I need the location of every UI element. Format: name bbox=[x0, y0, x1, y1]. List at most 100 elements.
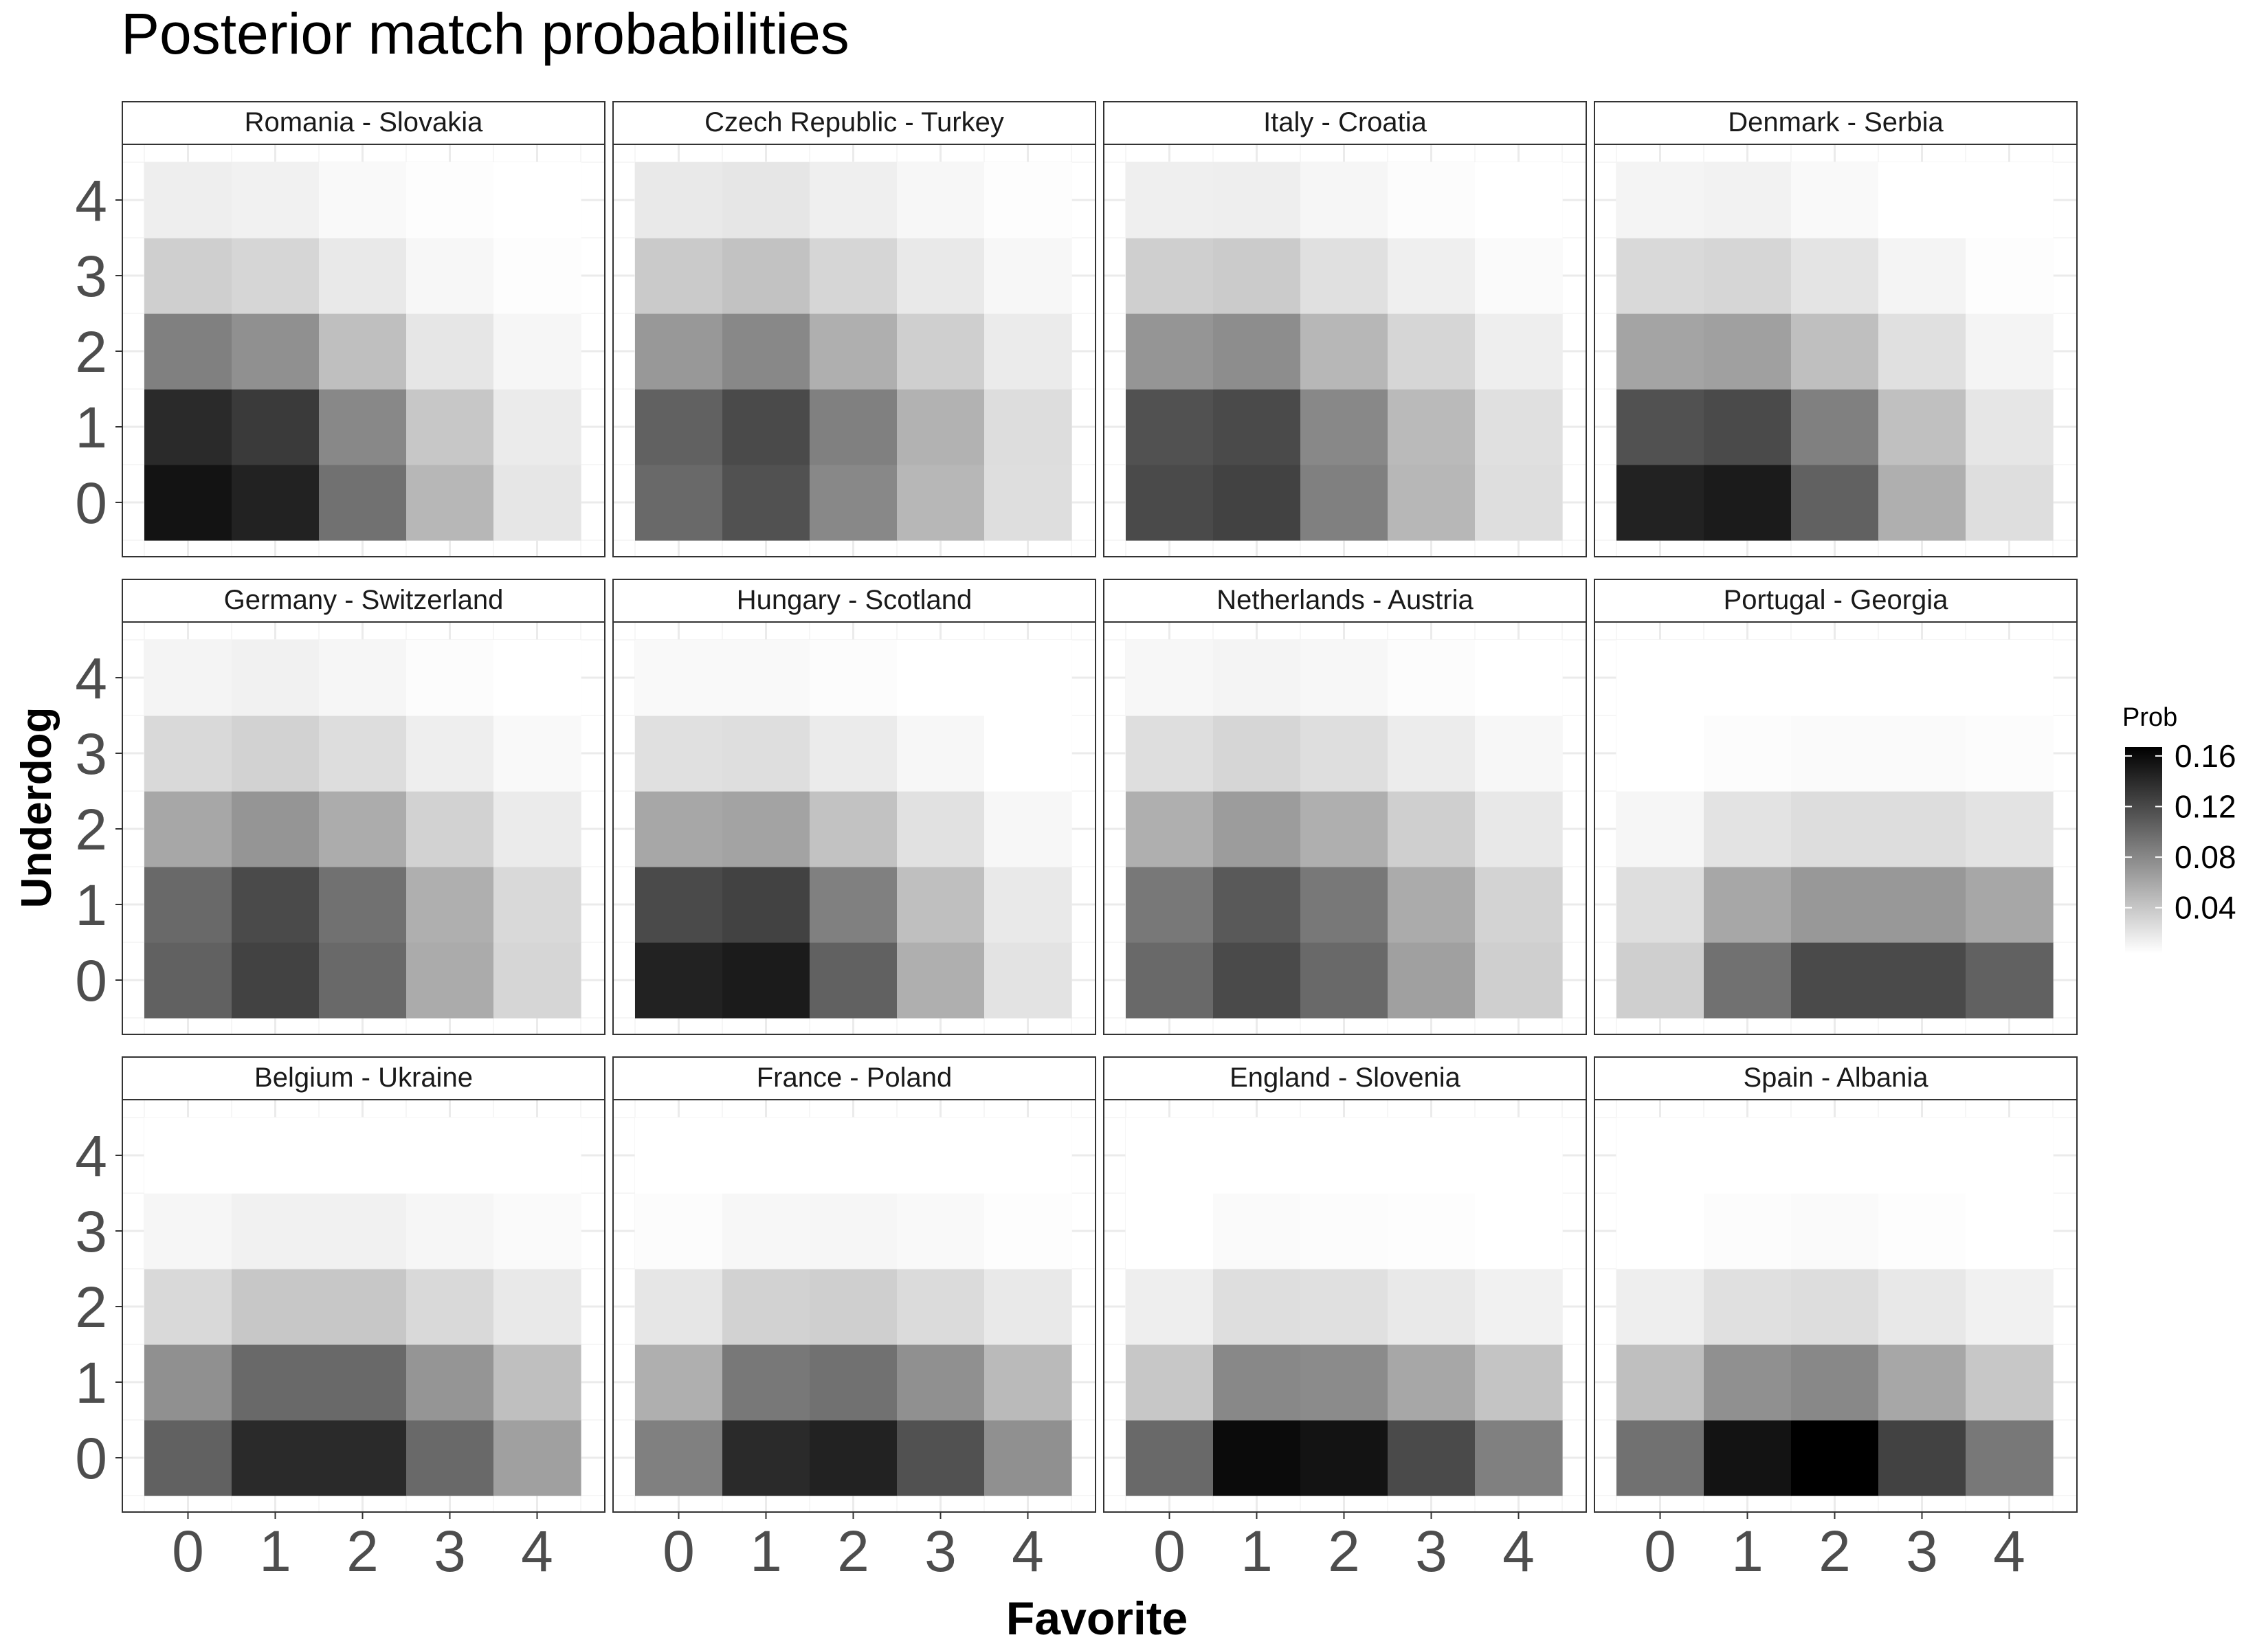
heatmap-cell bbox=[1966, 715, 2054, 792]
facet-strip bbox=[1103, 101, 1587, 145]
heatmap-cell bbox=[897, 640, 985, 716]
heatmap-cell bbox=[1704, 1118, 1792, 1194]
heatmap-cell bbox=[1388, 791, 1476, 867]
heatmap-cell bbox=[1475, 1118, 1563, 1194]
heatmap-cell bbox=[1878, 640, 1966, 716]
heatmap-cell bbox=[319, 465, 407, 541]
facet-strip bbox=[122, 1056, 605, 1100]
heatmap-cell bbox=[1213, 1344, 1301, 1421]
x-tick-label: 3 bbox=[924, 1519, 957, 1584]
panel-border bbox=[1103, 1099, 1587, 1513]
heatmap-cell bbox=[1966, 1193, 2054, 1269]
heatmap-cell bbox=[722, 389, 810, 465]
heatmap-cell bbox=[897, 942, 985, 1019]
heatmap-cell bbox=[1616, 1118, 1704, 1194]
x-tick-label: 0 bbox=[1153, 1519, 1186, 1584]
heatmap-cell bbox=[1126, 313, 1214, 390]
heatmap-cell bbox=[232, 389, 320, 465]
heatmap-cell bbox=[897, 791, 985, 867]
heatmap-cell bbox=[1791, 238, 1879, 314]
heatmap-cell bbox=[1616, 640, 1704, 716]
heatmap-cell bbox=[722, 162, 810, 238]
x-axis-label: Favorite bbox=[1006, 1592, 1188, 1644]
heatmap-cell bbox=[1966, 1118, 2054, 1194]
heatmap-cell bbox=[232, 640, 320, 716]
heatmap-cell bbox=[406, 238, 494, 314]
heatmap-cell bbox=[144, 1118, 232, 1194]
heatmap-cell bbox=[1878, 1269, 1966, 1345]
heatmap-cell bbox=[1966, 867, 2054, 943]
heatmap-cell bbox=[1791, 389, 1879, 465]
heatmap-cell bbox=[984, 465, 1072, 541]
heatmap-cell bbox=[144, 942, 232, 1019]
facet-title: Romania - Slovakia bbox=[245, 107, 484, 137]
heatmap-cell bbox=[1966, 1420, 2054, 1496]
heatmap-cell bbox=[406, 942, 494, 1019]
heatmap-cell bbox=[1878, 1193, 1966, 1269]
heatmap-cell bbox=[1388, 1420, 1476, 1496]
heatmap-cell bbox=[1791, 1269, 1879, 1345]
heatmap-cell bbox=[984, 313, 1072, 390]
heatmap-cell bbox=[1616, 313, 1704, 390]
heatmap-cell bbox=[1704, 389, 1792, 465]
heatmap-cell bbox=[722, 791, 810, 867]
heatmap-cell bbox=[1388, 238, 1476, 314]
heatmap-cell bbox=[1475, 791, 1563, 867]
heatmap-cell bbox=[722, 942, 810, 1019]
heatmap-cell bbox=[810, 465, 898, 541]
y-tick-label: 0 bbox=[75, 1426, 107, 1491]
heatmap-cell bbox=[1126, 640, 1214, 716]
heatmap-cell bbox=[406, 715, 494, 792]
heatmap-cell bbox=[406, 791, 494, 867]
heatmap-cell bbox=[1704, 238, 1792, 314]
color-legend: Prob 0.04 0.08 0.12 0.16 bbox=[2122, 703, 2236, 953]
heatmap-cell bbox=[1704, 1344, 1792, 1421]
heatmap-cell bbox=[319, 162, 407, 238]
heatmap-cell bbox=[1475, 162, 1563, 238]
heatmap-cell bbox=[1966, 313, 2054, 390]
facet-panel: Portugal - Georgia bbox=[1594, 579, 2078, 1035]
heatmap-cell bbox=[897, 313, 985, 390]
heatmap-cell bbox=[493, 313, 581, 390]
heatmap-cell bbox=[406, 465, 494, 541]
legend-tick-label: 0.16 bbox=[2175, 738, 2236, 774]
panel-border bbox=[612, 1099, 1096, 1513]
heatmap-cell bbox=[493, 389, 581, 465]
heatmap-cell bbox=[144, 1193, 232, 1269]
heatmap-cell bbox=[1475, 942, 1563, 1019]
heatmap-cell bbox=[810, 238, 898, 314]
heatmap-cell bbox=[722, 640, 810, 716]
heatmap-cell bbox=[1966, 1269, 2054, 1345]
heatmap-cell bbox=[1616, 867, 1704, 943]
heatmap-cell bbox=[1300, 389, 1388, 465]
heatmap-cell bbox=[984, 867, 1072, 943]
heatmap-cell bbox=[810, 1344, 898, 1421]
heatmap-cell bbox=[1878, 1118, 1966, 1194]
panel-border bbox=[612, 144, 1096, 557]
heatmap-cell bbox=[493, 1118, 581, 1194]
heatmap-cell bbox=[232, 238, 320, 314]
heatmap-cell bbox=[232, 465, 320, 541]
y-tick-label: 0 bbox=[75, 471, 107, 535]
heatmap-cell bbox=[144, 1420, 232, 1496]
heatmap-cell bbox=[1126, 1269, 1214, 1345]
facet-strip bbox=[612, 1056, 1096, 1100]
heatmap-cell bbox=[1126, 1193, 1214, 1269]
heatmap-cell bbox=[1126, 238, 1214, 314]
heatmap-cell bbox=[1704, 162, 1792, 238]
heatmap-cell bbox=[635, 1193, 723, 1269]
facet-panel: Romania - Slovakia 0 1 2 3 4 bbox=[75, 101, 605, 557]
heatmap-cell bbox=[722, 1118, 810, 1194]
heatmap-cell bbox=[1616, 1420, 1704, 1496]
facet-strip bbox=[1103, 579, 1587, 623]
heatmap-cell bbox=[897, 1269, 985, 1345]
heatmap-cell bbox=[144, 791, 232, 867]
y-tick-label: 1 bbox=[75, 1351, 107, 1415]
heatmap-cell bbox=[1791, 465, 1879, 541]
heatmap-cell bbox=[810, 1193, 898, 1269]
x-tick-label: 0 bbox=[172, 1519, 204, 1584]
facet-title: Hungary - Scotland bbox=[737, 585, 972, 615]
heatmap-cell bbox=[1616, 715, 1704, 792]
facet-title: Netherlands - Austria bbox=[1216, 585, 1474, 615]
heatmap-cell bbox=[1388, 1344, 1476, 1421]
